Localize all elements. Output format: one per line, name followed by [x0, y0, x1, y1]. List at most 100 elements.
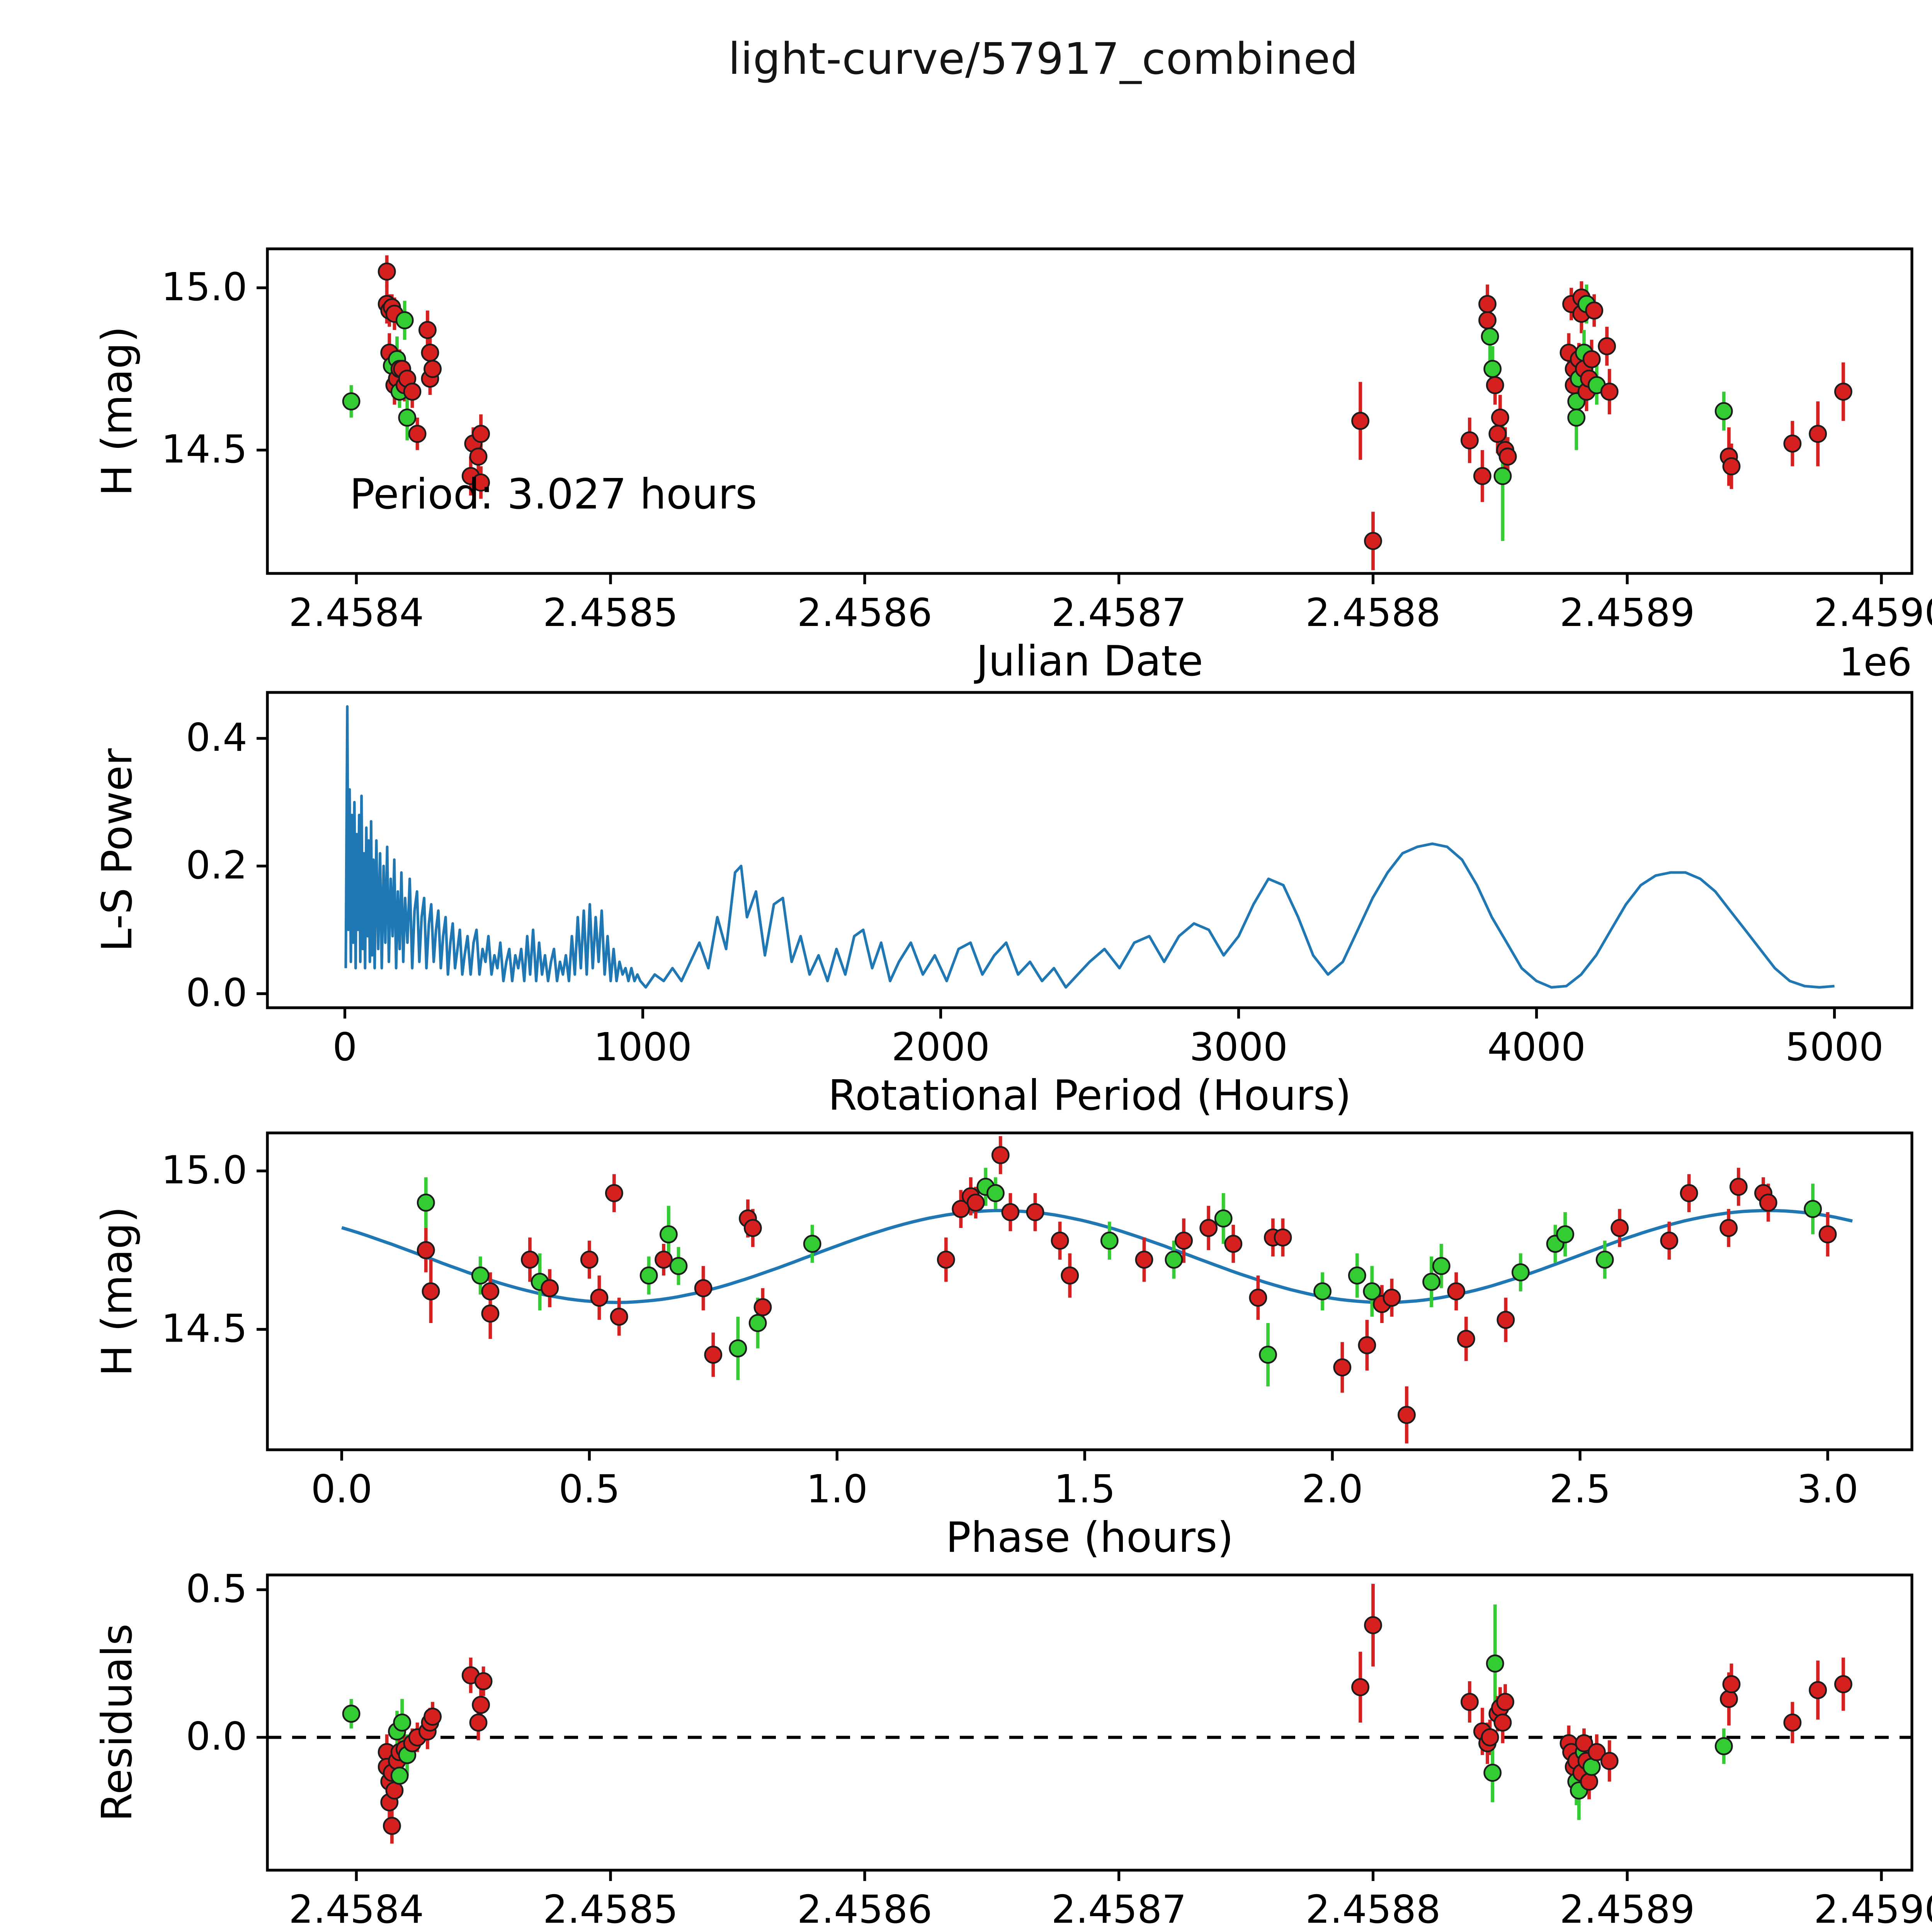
data-point-red [1660, 1231, 1679, 1250]
x-axis-label: Phase (hours) [946, 1514, 1234, 1562]
data-point-red [1809, 1681, 1827, 1699]
data-point-red [1481, 1728, 1499, 1747]
period-annotation: Period: 3.027 hours [350, 470, 757, 519]
data-point-red [1722, 457, 1741, 476]
data-point-red [1598, 337, 1616, 355]
y-tick-label: 14.5 [161, 1306, 247, 1351]
axes-frame [266, 1131, 1913, 1451]
axis-offset-label: 1e6 [1839, 639, 1912, 685]
data-point-red [481, 1304, 500, 1323]
data-point-red [1447, 1282, 1466, 1301]
data-point-green [398, 408, 417, 427]
data-point-red [408, 425, 427, 443]
data-point-red [1600, 1752, 1619, 1770]
data-point-green [1481, 327, 1499, 346]
data-point-red [1358, 1336, 1376, 1354]
x-tick-label: 2.4588 [1305, 590, 1440, 635]
x-tick-label: 2.4586 [797, 1887, 932, 1932]
data-point-red [1478, 311, 1497, 330]
y-tick-label: 15.0 [161, 264, 247, 310]
x-tick-label: 0 [333, 1024, 357, 1070]
data-point-red [605, 1184, 623, 1202]
data-point-red [1580, 1772, 1598, 1791]
data-point-red [422, 1282, 440, 1301]
data-point-red [610, 1308, 628, 1326]
data-point-green [1595, 1250, 1614, 1269]
data-point-green [803, 1235, 821, 1253]
x-tick-label: 0.5 [559, 1466, 620, 1512]
data-point-red [385, 1781, 404, 1800]
data-point-red [423, 1708, 442, 1726]
data-point-green [1165, 1250, 1183, 1269]
data-point-red [1722, 1675, 1741, 1694]
data-point-red [521, 1250, 539, 1269]
data-point-green [1363, 1282, 1381, 1301]
data-point-green [1483, 1764, 1502, 1782]
x-tick-label: 2.4587 [1051, 1887, 1187, 1932]
data-point-red [1249, 1288, 1267, 1307]
data-point-red [418, 321, 437, 339]
data-point-green [1313, 1282, 1332, 1301]
periodogram-line [344, 705, 1835, 989]
data-point-green [1214, 1209, 1233, 1228]
data-point-green [342, 1704, 361, 1723]
data-point-red [694, 1279, 713, 1298]
x-tick-label: 2000 [891, 1024, 990, 1070]
data-point-red [541, 1279, 559, 1298]
data-point-red [753, 1298, 772, 1316]
x-tick-label: 2.4586 [797, 590, 932, 635]
data-point-red [472, 473, 490, 492]
x-tick-label: 2.4585 [543, 1887, 678, 1932]
data-point-red [1001, 1203, 1020, 1221]
data-point-red [655, 1250, 673, 1269]
data-point-red [1461, 1693, 1479, 1711]
y-axis-label: H (mag) [93, 326, 141, 496]
data-point-green [986, 1184, 1005, 1202]
data-point-green [1556, 1225, 1575, 1243]
data-point-red [378, 262, 396, 281]
y-tick-label: 15.0 [161, 1147, 247, 1192]
data-point-red [1051, 1231, 1069, 1250]
data-point-red [1461, 431, 1479, 450]
panel-lightcurve: 2.4584 2.4585 2.4586 2.4587 2.4588 2.4589 2.45… [93, 247, 1932, 685]
x-tick-label: 2.5 [1549, 1466, 1611, 1512]
x-axis-label: Rotational Period (Hours) [828, 1071, 1351, 1120]
data-point-red [1497, 1311, 1515, 1329]
data-point-red [423, 360, 442, 378]
data-point-red [1135, 1250, 1153, 1269]
panel-periodogram: 0 1000 2000 3000 4000 5000 0.0 0.2 0.4 Rotational… [93, 691, 1913, 1120]
data-point-red [1493, 1713, 1512, 1732]
data-point-red [1364, 1616, 1382, 1634]
data-point-red [1719, 1690, 1738, 1708]
data-point-red [1680, 1184, 1698, 1202]
data-point-red [704, 1345, 723, 1364]
data-point-red [1818, 1225, 1837, 1243]
data-point-green [1483, 360, 1502, 378]
data-point-red [952, 1200, 970, 1218]
data-point-red [1496, 1693, 1514, 1711]
x-tick-label: 1.5 [1054, 1466, 1116, 1512]
data-point-red [966, 1193, 985, 1212]
data-point-red [1834, 1675, 1852, 1694]
data-point-red [590, 1288, 609, 1307]
x-tick-label: 2.4589 [1560, 1887, 1695, 1932]
data-point-green [748, 1314, 767, 1332]
data-point-green [471, 1266, 490, 1285]
data-point-red [1498, 447, 1517, 466]
axes-frame [266, 1573, 1913, 1872]
data-point-green [1422, 1272, 1440, 1291]
panel-residuals: 2.4584 2.4585 2.4586 2.4587 2.4588 2.4589 2.45… [93, 1566, 1932, 1932]
x-tick-label: 0.0 [311, 1466, 372, 1512]
axes-frame [266, 691, 1913, 1009]
data-point-red [474, 1672, 493, 1690]
x-tick-label: 2.0 [1302, 1466, 1363, 1512]
data-point-red [481, 1282, 500, 1301]
y-tick-label: 0.0 [186, 970, 247, 1015]
data-point-green [393, 1713, 412, 1732]
y-tick-label: 0.5 [186, 1566, 247, 1611]
x-tick-label: 5000 [1785, 1024, 1884, 1070]
data-point-red [1333, 1358, 1352, 1377]
data-point-red [1834, 383, 1852, 401]
